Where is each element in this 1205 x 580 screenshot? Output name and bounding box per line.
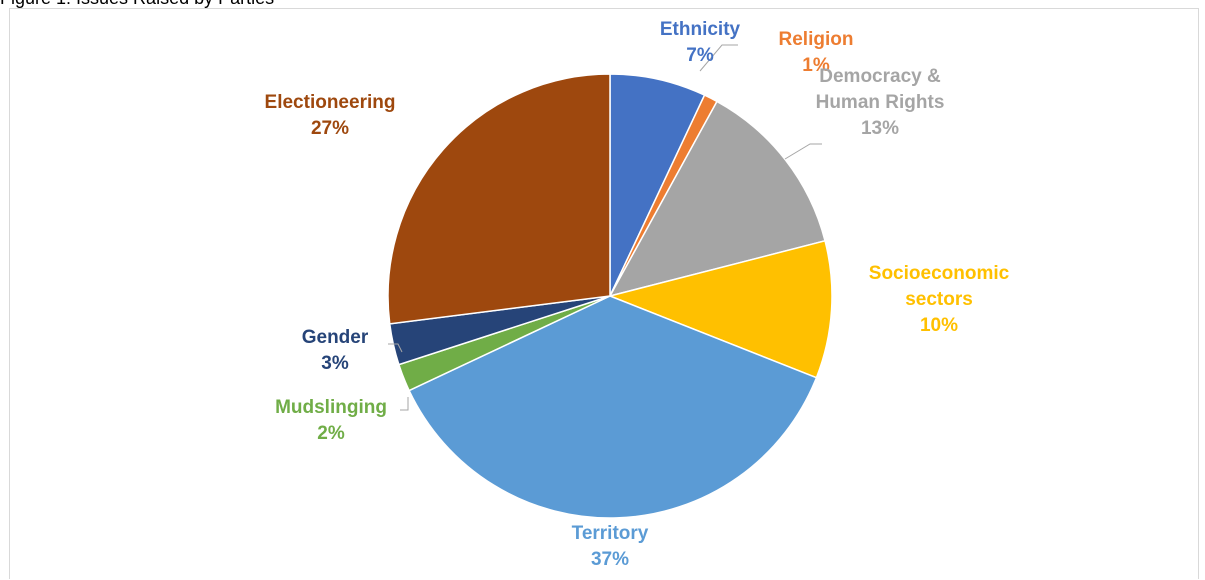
slice-label-socioeconomic-sectors: Socioeconomic sectors 10% (869, 263, 1010, 336)
slice-labels: Ethnicity 7% Religion 1%Democracy & Human Ri… (265, 19, 1010, 570)
slice-label-ethnicity: Ethnicity 7% (660, 19, 741, 66)
pie-slices (387, 73, 833, 519)
leader-line-mudslinging (400, 397, 409, 411)
slice-label-territory: Territory 37% (572, 523, 649, 570)
pie-slice-territory (408, 295, 818, 519)
pie-slice-electioneering (387, 73, 611, 325)
chart-frame: Ethnicity 7% Religion 1% Democracy & Human Ri… (9, 8, 1199, 579)
pie-chart: Ethnicity 7% Religion 1%Democracy & Human Ri… (265, 19, 1010, 570)
leader-line-gender (388, 343, 403, 353)
leader-line-democracy-human-rights (784, 143, 822, 160)
leader-lines (388, 44, 822, 411)
slice-label-gender: Gender 3% (302, 327, 369, 374)
figure-caption: Figure 1: Issues Raised by Parties (0, 0, 274, 8)
pie-slice-democracy-human-rights (608, 100, 826, 298)
slice-label-electioneering: Electioneering 27% (265, 92, 396, 139)
slice-label-democracy-human-rights: Democracy & Human Rights 13% (816, 66, 945, 139)
slice-label-mudslinging: Mudslinging 2% (275, 397, 387, 444)
slice-label-religion: Religion 1% (779, 29, 854, 76)
pie-slice-socioeconomic-sectors (607, 239, 833, 379)
leader-line-religion (699, 44, 738, 72)
